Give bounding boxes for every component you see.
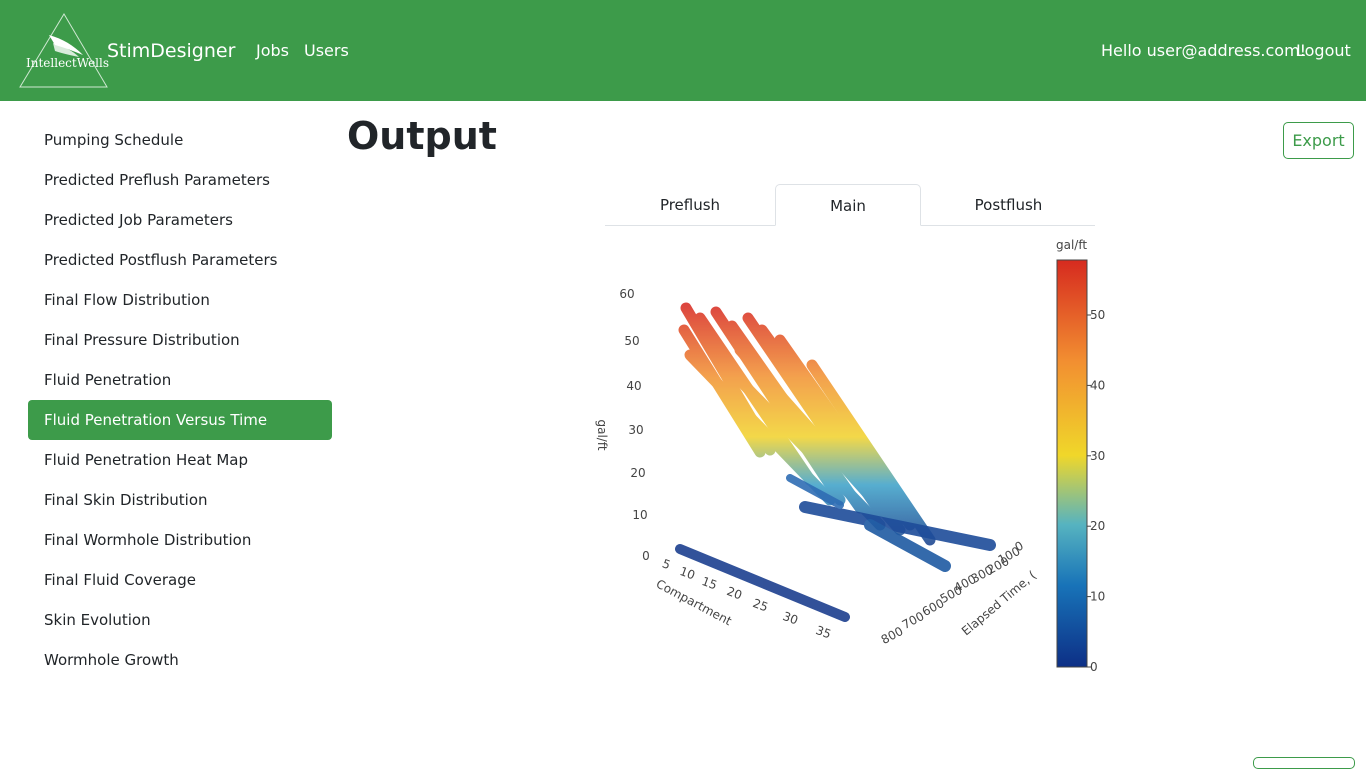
sidebar-item[interactable]: Predicted Preflush Parameters	[44, 171, 270, 189]
sidebar-item[interactable]: Fluid Penetration	[44, 371, 172, 389]
sidebar-item[interactable]: Final Pressure Distribution	[44, 331, 240, 349]
tab[interactable]: Postflush	[974, 196, 1043, 214]
y-tick-label: 800	[879, 624, 906, 647]
colorbar-tick-label: 0	[1090, 660, 1098, 674]
header: IntellectWells StimDesigner Jobs Users H…	[0, 0, 1366, 101]
colorbar	[1056, 259, 1088, 668]
colorbar-title: gal/ft	[1056, 238, 1087, 252]
logo-icon	[19, 13, 108, 88]
z-tick-label: 30	[628, 423, 643, 437]
colorbar-tick-label: 40	[1090, 378, 1105, 392]
greeting: Hello user@address.com!	[1101, 41, 1307, 60]
point-floor	[675, 474, 996, 622]
colorbar-tick-label: 20	[1090, 519, 1105, 533]
x-tick-label: 15	[700, 574, 719, 592]
sidebar-item[interactable]: Fluid Penetration Versus Time	[28, 400, 332, 440]
sidebar-item[interactable]: Final Wormhole Distribution	[44, 531, 252, 549]
logout[interactable]: Logout	[1296, 41, 1351, 60]
point-cloud	[678, 302, 936, 546]
sidebar-item[interactable]: Pumping Schedule	[44, 131, 184, 149]
colorbar-tick-label: 10	[1090, 590, 1105, 604]
x-axis-title: Compartment	[654, 577, 734, 629]
x-tick-label: 5	[660, 556, 672, 572]
logo-text: IntellectWells	[26, 56, 110, 70]
sidebar-item[interactable]: Predicted Postflush Parameters	[44, 251, 278, 269]
sidebar-item[interactable]: Fluid Penetration Heat Map	[44, 451, 248, 469]
x-tick-label: 20	[725, 584, 744, 602]
x-tick-label: 25	[751, 596, 770, 614]
sidebar-item[interactable]: Final Flow Distribution	[44, 291, 210, 309]
sidebar-item[interactable]: Wormhole Growth	[44, 651, 179, 669]
z-tick-label: 50	[624, 334, 639, 348]
export-button[interactable]: Export	[1283, 122, 1354, 159]
nav-link[interactable]: Jobs	[256, 41, 289, 60]
colorbar-tick-label: 50	[1090, 308, 1105, 322]
app-name[interactable]: StimDesigner	[107, 40, 236, 62]
nav-link[interactable]: Users	[304, 41, 349, 60]
z-tick-label: 0	[642, 549, 650, 563]
x-tick-label: 10	[678, 564, 697, 582]
x-tick-label: 35	[814, 623, 833, 641]
z-tick-label: 60	[619, 287, 634, 301]
tab[interactable]: Main	[775, 184, 921, 226]
z-axis-title: gal/ft	[595, 419, 609, 450]
z-tick-label: 20	[630, 466, 645, 480]
button-fragment[interactable]	[1253, 757, 1355, 769]
sidebar-item[interactable]: Skin Evolution	[44, 611, 151, 629]
x-tick-label: 30	[781, 609, 800, 627]
colorbar-tick-label: 30	[1090, 449, 1105, 463]
z-tick-label: 40	[626, 379, 641, 393]
sidebar-item[interactable]: Final Fluid Coverage	[44, 571, 196, 589]
z-tick-label: 10	[632, 508, 647, 522]
page-title: Output	[347, 114, 497, 158]
sidebar-item[interactable]: Final Skin Distribution	[44, 491, 208, 509]
tab[interactable]: Preflush	[659, 196, 721, 214]
sidebar-item[interactable]: Predicted Job Parameters	[44, 211, 233, 229]
